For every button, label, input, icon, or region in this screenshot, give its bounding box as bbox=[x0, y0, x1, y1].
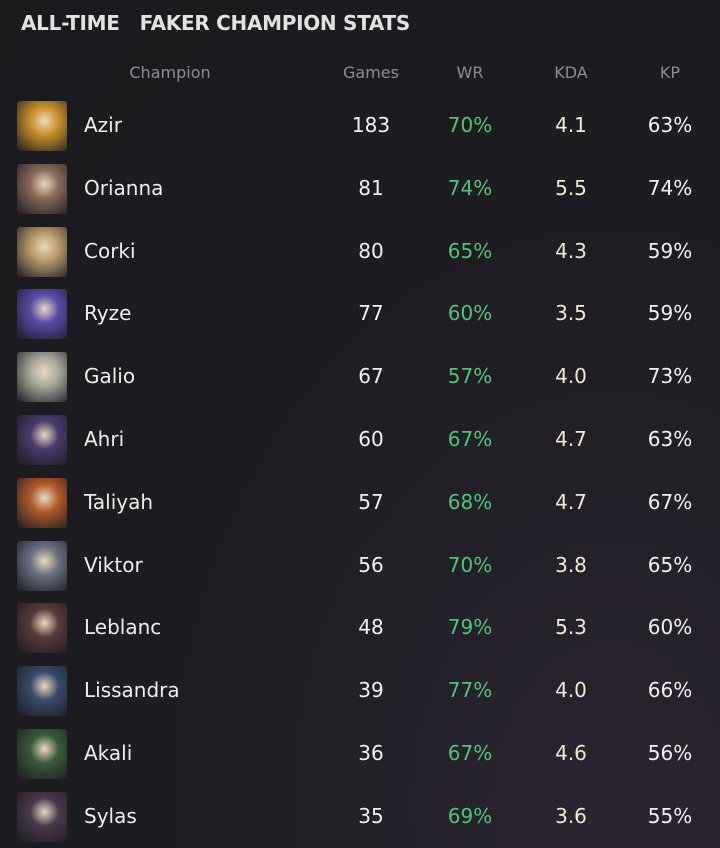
winrate-value: 67% bbox=[447, 741, 493, 765]
winrate-value: 68% bbox=[447, 489, 493, 514]
kda-value: 4.0 bbox=[555, 364, 587, 389]
table-row: Ahri 60 67% 4.7 63% bbox=[0, 413, 720, 469]
champion-portrait-icon bbox=[17, 729, 67, 779]
header-games: Games bbox=[343, 63, 399, 82]
games-value: 81 bbox=[358, 175, 384, 200]
champion-name: Ahri bbox=[84, 427, 125, 451]
table-row: Corki 80 65% 4.3 59% bbox=[0, 225, 720, 281]
winrate-value: 65% bbox=[447, 238, 493, 263]
champion-portrait-icon bbox=[17, 791, 67, 842]
kill-participation-value: 74% bbox=[647, 175, 693, 200]
champion-name: Taliyah bbox=[84, 489, 154, 514]
kill-participation-value: 59% bbox=[647, 238, 693, 263]
kill-participation-value: 63% bbox=[647, 113, 693, 137]
winrate-value: 67% bbox=[447, 427, 493, 451]
games-value: 77 bbox=[358, 301, 384, 326]
kda-value: 4.7 bbox=[555, 427, 587, 451]
table-row: Ryze 77 60% 3.5 59% bbox=[0, 287, 720, 343]
games-value: 60 bbox=[358, 427, 384, 451]
table-row: Taliyah 57 68% 4.7 67% bbox=[0, 476, 720, 532]
kill-participation-value: 67% bbox=[647, 489, 693, 514]
games-value: 48 bbox=[358, 615, 384, 640]
kill-participation-value: 60% bbox=[647, 615, 693, 640]
champion-name: Akali bbox=[84, 741, 133, 765]
winrate-value: 70% bbox=[447, 113, 493, 137]
table-row: Viktor 56 70% 3.8 65% bbox=[0, 539, 720, 595]
champion-name: Corki bbox=[84, 238, 136, 263]
header-wr: WR bbox=[456, 63, 484, 82]
kda-value: 3.8 bbox=[555, 552, 587, 577]
champion-portrait-icon bbox=[17, 540, 67, 591]
games-value: 36 bbox=[358, 741, 384, 765]
champion-portrait-icon bbox=[17, 163, 67, 214]
page-title: ALL-TIME FAKER CHAMPION STATS bbox=[21, 11, 411, 35]
winrate-value: 70% bbox=[447, 552, 493, 577]
games-value: 39 bbox=[358, 678, 384, 703]
winrate-value: 57% bbox=[447, 364, 493, 389]
winrate-value: 74% bbox=[447, 175, 493, 200]
champion-name: Leblanc bbox=[84, 615, 162, 640]
winrate-value: 60% bbox=[447, 301, 493, 326]
table-row: Lissandra 39 77% 4.0 66% bbox=[0, 664, 720, 720]
games-value: 183 bbox=[351, 113, 391, 137]
winrate-value: 79% bbox=[447, 615, 493, 640]
champion-portrait-icon bbox=[17, 289, 67, 340]
kill-participation-value: 73% bbox=[647, 364, 693, 389]
table-row: Sylas 35 69% 3.6 55% bbox=[0, 790, 720, 846]
champion-portrait-icon bbox=[17, 603, 67, 654]
champion-name: Orianna bbox=[84, 175, 164, 200]
champion-name: Galio bbox=[84, 364, 136, 389]
champion-name: Lissandra bbox=[84, 678, 180, 703]
table-row: Akali 36 67% 4.6 56% bbox=[0, 727, 720, 783]
games-value: 80 bbox=[358, 238, 384, 263]
champion-name: Ryze bbox=[84, 301, 132, 326]
champion-portrait-icon bbox=[17, 477, 67, 528]
header-kp: KP bbox=[659, 63, 681, 82]
kda-value: 5.5 bbox=[555, 175, 587, 200]
champion-portrait-icon bbox=[17, 101, 67, 151]
winrate-value: 69% bbox=[447, 803, 493, 828]
games-value: 57 bbox=[358, 489, 384, 514]
champion-portrait-icon bbox=[17, 415, 67, 465]
kda-value: 4.1 bbox=[555, 113, 587, 137]
kda-value: 5.3 bbox=[555, 615, 587, 640]
kill-participation-value: 66% bbox=[647, 678, 693, 703]
kda-value: 3.5 bbox=[555, 301, 587, 326]
games-value: 67 bbox=[358, 364, 384, 389]
header-champion: Champion bbox=[129, 63, 211, 82]
table-row: Orianna 81 74% 5.5 74% bbox=[0, 162, 720, 218]
kda-value: 4.0 bbox=[555, 678, 587, 703]
kda-value: 4.3 bbox=[555, 238, 587, 263]
kill-participation-value: 56% bbox=[647, 741, 693, 765]
kda-value: 4.6 bbox=[555, 741, 587, 765]
games-value: 56 bbox=[358, 552, 384, 577]
header-kda: KDA bbox=[554, 63, 588, 82]
kill-participation-value: 65% bbox=[647, 552, 693, 577]
kill-participation-value: 59% bbox=[647, 301, 693, 326]
games-value: 35 bbox=[358, 803, 384, 828]
champion-name: Sylas bbox=[84, 803, 137, 828]
winrate-value: 77% bbox=[447, 678, 493, 703]
champion-portrait-icon bbox=[17, 352, 67, 403]
champion-portrait-icon bbox=[17, 226, 67, 277]
champion-name: Viktor bbox=[84, 552, 143, 577]
kill-participation-value: 63% bbox=[647, 427, 693, 451]
champion-name: Azir bbox=[84, 113, 122, 137]
table-row: Galio 67 57% 4.0 73% bbox=[0, 350, 720, 406]
kill-participation-value: 55% bbox=[647, 803, 693, 828]
kda-value: 3.6 bbox=[555, 803, 587, 828]
table-row: Leblanc 48 79% 5.3 60% bbox=[0, 601, 720, 657]
table-row: Azir 183 70% 4.1 63% bbox=[0, 99, 720, 155]
champion-portrait-icon bbox=[17, 666, 67, 717]
kda-value: 4.7 bbox=[555, 489, 587, 514]
